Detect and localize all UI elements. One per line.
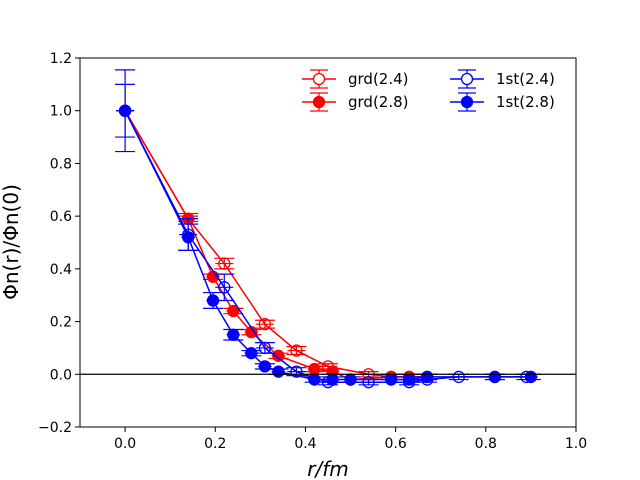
x-tick-label: 0.6 (385, 436, 407, 452)
data-point (182, 231, 195, 244)
data-point (290, 365, 303, 378)
x-tick-label: 0.4 (294, 436, 316, 452)
data-point (118, 104, 132, 117)
y-tick-label: 0.4 (50, 262, 72, 278)
legend-label: grd(2.4) (348, 70, 409, 88)
x-tick-label: 0.2 (204, 436, 226, 452)
data-point (258, 341, 272, 355)
data-point (272, 349, 285, 362)
legend-label: 1st(2.4) (496, 70, 555, 88)
y-tick-label: 1.2 (50, 51, 72, 67)
data-point (488, 370, 501, 384)
data-point (218, 257, 231, 270)
x-tick-label: 0.8 (475, 436, 497, 452)
y-tick-label: −0.2 (38, 420, 72, 436)
data-point (272, 365, 285, 378)
y-tick-label: 0.6 (50, 209, 72, 225)
legend-label: 1st(2.8) (496, 93, 555, 111)
legend-label: grd(2.8) (348, 93, 409, 111)
axis-layer: 0.0 0.2 0.4 0.6 0.8 1.0 −0.2 0.0 0.2 0.4 0.6 0.8 1.0… (38, 51, 587, 452)
data-point (421, 370, 434, 384)
series-1st(2.8) (115, 83, 541, 386)
data-point (218, 281, 231, 294)
legend-marker (312, 72, 326, 86)
y-axis-label: Φn(r)/Φn(0) (0, 184, 23, 300)
legend-item-grd(2.8): grd(2.8) (302, 92, 409, 112)
data-point (308, 373, 321, 386)
data-point (344, 373, 357, 386)
y-tick-label: 1.0 (50, 104, 72, 120)
x-axis-label: r/fm (307, 457, 348, 480)
data-point (308, 362, 321, 376)
plot-frame (79, 57, 577, 428)
legend: grd(2.4) grd(2.8) 1st(2.4) 1st(2.8) (302, 69, 555, 112)
data-point (258, 318, 272, 331)
legend-marker (460, 72, 474, 86)
data-point (206, 294, 220, 307)
legend-marker (460, 95, 474, 109)
data-point (384, 373, 398, 386)
x-tick-label: 1.0 (565, 436, 587, 452)
y-tick-label: 0.2 (50, 315, 72, 331)
data-point (290, 344, 303, 357)
data-point (245, 347, 258, 360)
legend-item-1st(2.4): 1st(2.4) (450, 69, 555, 89)
data-point (524, 370, 538, 384)
data-point (258, 360, 272, 373)
legend-item-grd(2.4): grd(2.4) (302, 69, 409, 89)
legend-item-1st(2.8): 1st(2.8) (450, 92, 555, 112)
data-point (227, 304, 240, 318)
data-point (227, 328, 240, 341)
y-tick-label: 0.0 (50, 367, 72, 383)
legend-marker (312, 95, 326, 109)
y-tick-label: 0.8 (50, 156, 72, 172)
data-point (362, 376, 375, 389)
x-tick-label: 0.0 (114, 436, 136, 452)
data-point (403, 373, 416, 386)
data-point (326, 373, 339, 386)
